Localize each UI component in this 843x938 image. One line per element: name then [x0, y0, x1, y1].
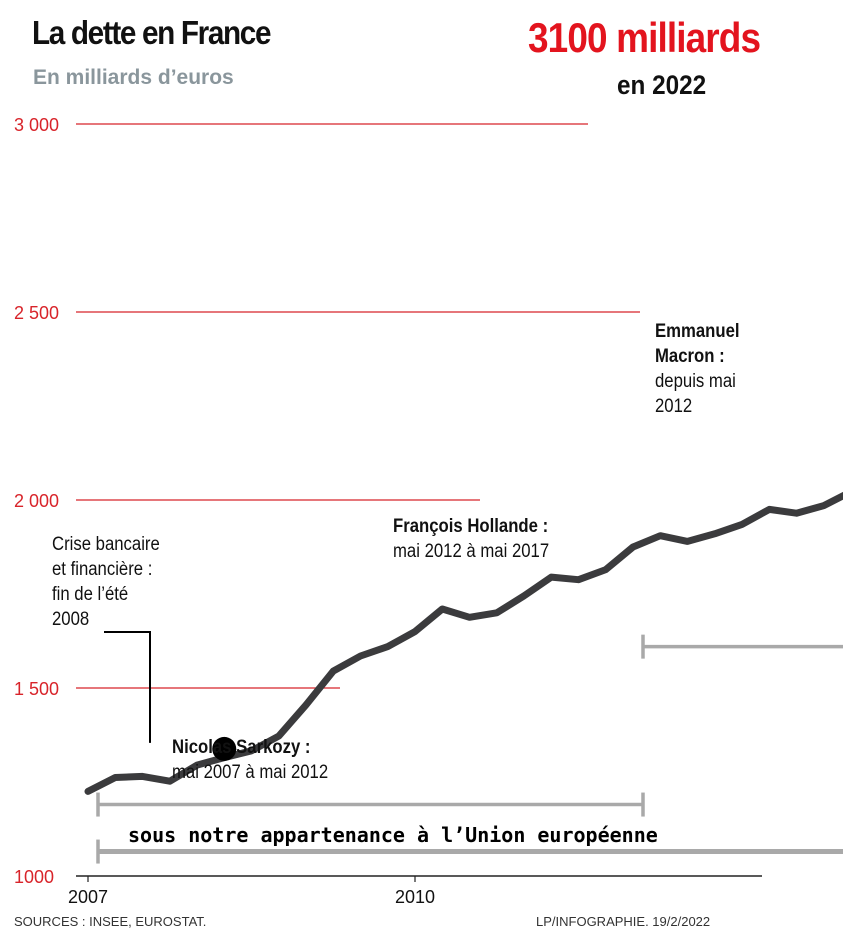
sources-note: SOURCES : INSEE, EUROSTAT. [14, 914, 207, 929]
series-lines [84, 491, 843, 795]
marker-1 [212, 736, 237, 761]
y-tick-label-2000: 2 000 [14, 491, 59, 511]
x-tick-label-2010: 2010 [395, 887, 435, 907]
period-brackets [96, 634, 843, 864]
annotation-union-europeenne: sous notre appartenance à l’Union europé… [128, 823, 658, 847]
macron-period-2: 2012 [655, 396, 693, 417]
sarkozy-name: Nicolas Sarkozy : [172, 737, 311, 758]
chart-title: La dette en France [32, 14, 271, 51]
y-tick-label-2500: 2 500 [14, 303, 59, 323]
annotation-macron: Emmanuel Macron : depuis mai 2012 [655, 319, 740, 419]
bracket-sarkozy [96, 792, 645, 817]
annotation-crise-line-3: fin de l’été [52, 584, 129, 605]
macron-name-1: Emmanuel [655, 321, 740, 342]
macron-name-2: Macron : [655, 346, 725, 367]
hollande-period: mai 2012 à mai 2017 [393, 541, 550, 562]
bracket-hollande [641, 634, 843, 659]
y-tick-label-3000: 3 000 [14, 115, 59, 135]
annotation-crise-line-1: Crise bancaire [52, 534, 160, 555]
headline-total: 3100 milliards [528, 14, 761, 61]
annotation-hollande: François Hollande : mai 2012 à mai 2017 [393, 514, 549, 564]
y-tick-label-1500: 1 500 [14, 679, 59, 699]
macron-period-1: depuis mai [655, 371, 736, 392]
gridlines [76, 123, 640, 689]
annotation-sarkozy: Nicolas Sarkozy : mai 2007 à mai 2012 [172, 735, 328, 785]
y-tick-label-1000: 1000 [14, 867, 54, 887]
sarkozy-period: mai 2007 à mai 2012 [172, 762, 329, 783]
chart-subtitle: En milliards d’euros [33, 66, 234, 89]
x-tick-label-2007: 2007 [68, 887, 108, 907]
crise-leader-line [104, 631, 151, 743]
markers [212, 736, 237, 761]
series-line-1 [84, 491, 843, 795]
annotation-crise-line-4: 2008 [52, 609, 90, 630]
credit-note: LP/INFOGRAPHIE. 19/2/2022 [536, 914, 711, 929]
bracket-union-europeenne [96, 839, 843, 864]
annotation-crise: Crise bancaire et financière : fin de l’… [52, 532, 160, 632]
annotation-crise-line-2: et financière : [52, 559, 153, 580]
headline-year: en 2022 [617, 70, 707, 100]
hollande-name: François Hollande : [393, 516, 549, 537]
